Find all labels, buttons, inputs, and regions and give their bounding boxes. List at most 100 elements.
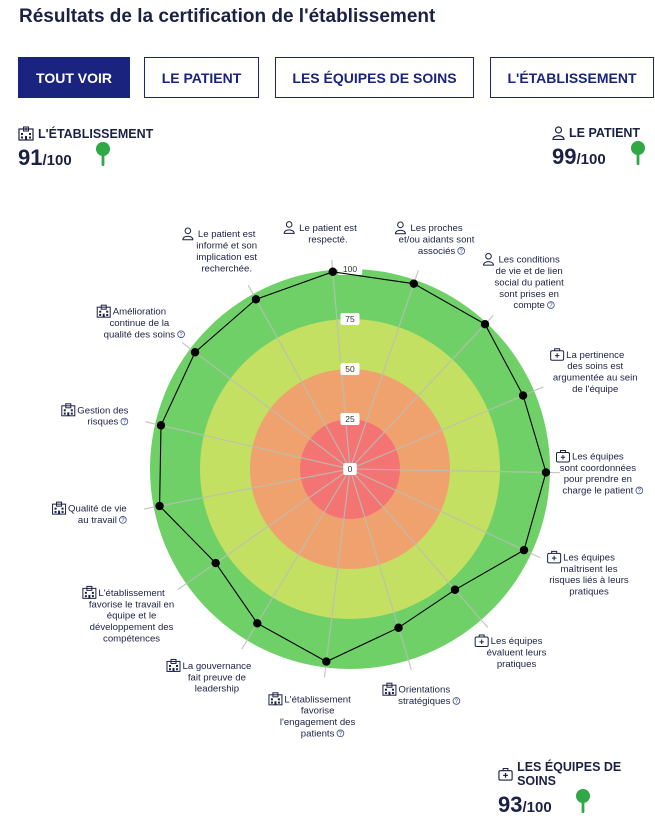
data-point bbox=[155, 501, 164, 511]
score-patient: LE PATIENT 99 /100 bbox=[552, 126, 645, 170]
axis-label: équipe et le bbox=[107, 611, 157, 622]
score-equipes-denominator: /100 bbox=[522, 799, 552, 816]
axis-label: sont prises en bbox=[499, 289, 559, 300]
score-etablissement: L'ÉTABLISSEMENT 91 /100 bbox=[18, 126, 153, 171]
tab-etablissement[interactable]: L'ÉTABLISSEMENT bbox=[490, 57, 654, 98]
radar-spoke bbox=[349, 468, 412, 670]
medical-kit-icon bbox=[474, 634, 489, 648]
data-point bbox=[251, 295, 261, 304]
tab-le-patient[interactable]: LE PATIENT bbox=[144, 57, 259, 98]
axis-label: favorise bbox=[301, 706, 335, 717]
axis-label: Qualité de vie bbox=[68, 504, 127, 515]
data-line bbox=[159, 271, 547, 663]
radar-spoke bbox=[349, 386, 544, 470]
axis-label: compte bbox=[513, 300, 544, 311]
axis-label: stratégiques bbox=[398, 696, 450, 707]
axis-label: Le patient est bbox=[299, 223, 357, 234]
help-icon[interactable]: ? bbox=[547, 301, 555, 310]
help-icon[interactable]: ? bbox=[635, 486, 644, 495]
axis-label: Les équipes bbox=[491, 636, 543, 647]
data-point bbox=[450, 585, 460, 594]
tab-tout-voir[interactable]: TOUT VOIR bbox=[18, 57, 130, 98]
building-icon bbox=[61, 403, 76, 417]
axis-label: L'établissement bbox=[98, 588, 165, 599]
axis-label: informé et son bbox=[196, 241, 257, 252]
help-icon[interactable]: ? bbox=[457, 247, 466, 255]
tab-equipes-de-soins[interactable]: LES ÉQUIPES DE SOINS bbox=[275, 57, 474, 98]
svg-text:?: ? bbox=[638, 489, 642, 495]
medical-kit-icon bbox=[498, 768, 513, 781]
axis-label: fait preuve de bbox=[188, 672, 246, 683]
axis-label: favorise le travail en bbox=[89, 599, 174, 610]
help-icon[interactable]: ? bbox=[452, 697, 461, 706]
building-icon bbox=[382, 682, 397, 696]
svg-text:?: ? bbox=[455, 699, 459, 705]
score-equipes-value: 93 bbox=[498, 792, 523, 817]
data-point bbox=[480, 319, 490, 329]
radar-spoke bbox=[323, 468, 351, 678]
axis-label: pratiques bbox=[497, 659, 537, 670]
axis-label: charge le patient bbox=[562, 486, 633, 497]
score-etablissement-value: 91 bbox=[18, 145, 43, 170]
axis-label: Les proches bbox=[410, 223, 462, 234]
building-icon bbox=[82, 585, 97, 599]
axis-label: Amélioration bbox=[113, 307, 166, 318]
page-title: Résultats de la certification de l'établ… bbox=[19, 6, 436, 27]
axis-label: et/ou aidants sont bbox=[399, 235, 475, 246]
axis-label: évaluent leurs bbox=[487, 647, 547, 658]
axis-label: respecté. bbox=[308, 234, 347, 245]
help-icon[interactable]: ? bbox=[120, 417, 129, 426]
tick-label: 50 bbox=[345, 364, 355, 374]
axis-label: maîtrisent les bbox=[560, 564, 617, 575]
data-point bbox=[328, 267, 337, 276]
axis-label: risques bbox=[87, 417, 118, 428]
person-icon bbox=[182, 227, 194, 241]
axis-label: sont coordonnées bbox=[560, 463, 636, 474]
tick-label-bg bbox=[337, 263, 363, 275]
score-etablissement-denominator: /100 bbox=[42, 152, 72, 169]
radar-spoke bbox=[247, 285, 351, 470]
svg-text:?: ? bbox=[460, 249, 464, 255]
tick-label-bg bbox=[340, 313, 360, 325]
person-icon bbox=[394, 221, 406, 235]
score-equipes: LES ÉQUIPES DE SOINS 93 /100 bbox=[498, 760, 655, 818]
axis-label: de l'équipe bbox=[572, 384, 618, 395]
radar-spoke bbox=[181, 342, 351, 470]
radar-spoke bbox=[349, 468, 541, 559]
axis-label: associés bbox=[418, 246, 456, 257]
data-point bbox=[190, 348, 200, 357]
axis-label: recherchée. bbox=[201, 263, 252, 274]
help-icon[interactable]: ? bbox=[119, 516, 127, 524]
data-point bbox=[409, 279, 419, 288]
data-point bbox=[322, 657, 331, 666]
building-icon bbox=[166, 658, 181, 672]
axis-label: Gestion des bbox=[77, 405, 128, 416]
score-etablissement-label: L'ÉTABLISSEMENT bbox=[38, 126, 154, 141]
svg-text:?: ? bbox=[121, 518, 125, 524]
score-patient-value: 99 bbox=[552, 144, 577, 169]
axis-label: Orientations bbox=[398, 685, 450, 696]
axis-label: l'engagement des bbox=[280, 717, 356, 728]
data-point bbox=[519, 545, 529, 555]
axis-label: pour prendre en bbox=[564, 474, 632, 485]
axis-label: patients bbox=[301, 729, 335, 740]
data-point bbox=[253, 619, 262, 628]
axis-label: leadership bbox=[195, 684, 239, 695]
person-icon bbox=[283, 221, 295, 234]
building-icon bbox=[18, 126, 34, 141]
axis-label: des soins est bbox=[567, 361, 623, 372]
svg-text:?: ? bbox=[123, 420, 127, 426]
tick-label: 75 bbox=[345, 314, 355, 324]
data-point bbox=[394, 623, 403, 632]
building-icon bbox=[52, 501, 67, 515]
help-icon[interactable]: ? bbox=[336, 729, 345, 738]
help-icon[interactable]: ? bbox=[177, 330, 185, 339]
tick-label: 0 bbox=[348, 464, 353, 474]
green-pin-icon bbox=[631, 141, 645, 165]
tick-label-bg bbox=[343, 463, 357, 475]
radar-spoke bbox=[349, 270, 419, 470]
radar-spoke bbox=[241, 468, 351, 650]
building-icon bbox=[268, 692, 283, 706]
axis-label: au travail bbox=[78, 515, 117, 526]
